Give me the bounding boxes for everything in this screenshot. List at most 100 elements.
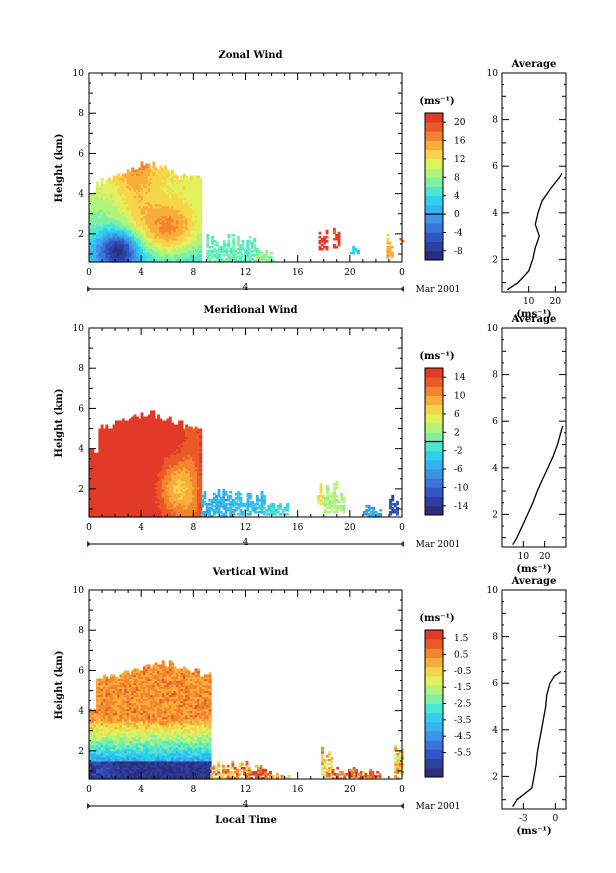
heatmap-cell xyxy=(152,223,156,227)
heatmap-cell xyxy=(131,502,135,506)
heatmap-cell xyxy=(154,223,158,227)
heatmap-cell xyxy=(199,448,203,452)
heatmap-cell xyxy=(100,506,104,510)
heatmap-cell xyxy=(89,466,92,470)
heatmap-cell xyxy=(100,201,104,205)
heatmap-cell xyxy=(112,444,116,448)
heatmap-cell xyxy=(194,464,198,468)
heatmap-cell xyxy=(100,231,104,235)
heatmap-cell xyxy=(159,468,163,472)
heatmap-cell xyxy=(121,201,125,205)
heatmap-cell xyxy=(168,203,172,207)
heatmap-cell xyxy=(185,193,189,197)
heatmap-cell xyxy=(157,452,160,456)
heatmap-cell xyxy=(199,432,203,436)
heatmap-cell xyxy=(222,513,226,516)
heatmap-cell xyxy=(143,201,146,205)
heatmap-cell xyxy=(171,205,175,209)
heatmap-cell xyxy=(150,482,153,486)
heatmap-cell xyxy=(152,424,156,428)
heatmap-cell xyxy=(131,416,135,420)
heatmap-cell xyxy=(150,225,153,229)
heatmap-cell xyxy=(154,500,158,504)
heatmap-cell xyxy=(152,221,156,225)
heatmap-cell xyxy=(112,504,116,508)
heatmap-cell xyxy=(143,233,146,237)
heatmap-cell xyxy=(182,506,186,510)
heatmap-cell xyxy=(126,456,130,460)
heatmap-cell xyxy=(248,235,252,239)
heatmap-cell xyxy=(93,494,97,498)
heatmap-cell xyxy=(173,217,177,221)
heatmap-cell xyxy=(157,245,160,249)
heatmap-cell xyxy=(98,436,102,440)
heatmap-cell xyxy=(206,241,210,245)
heatmap-cell xyxy=(166,239,170,243)
heatmap-cell xyxy=(107,498,111,502)
heatmap-cell xyxy=(133,209,137,213)
heatmap-cell xyxy=(185,201,189,205)
heatmap-cell xyxy=(164,515,167,518)
heatmap-cell xyxy=(154,454,158,458)
heatmap-cell xyxy=(157,472,160,476)
heatmap-cell xyxy=(150,256,153,259)
heatmap-cell xyxy=(206,237,210,241)
heatmap-cell xyxy=(185,452,189,456)
heatmap-cell xyxy=(187,183,191,187)
heatmap-cell xyxy=(189,486,193,490)
heatmap-cell xyxy=(112,458,116,462)
heatmap-cell xyxy=(131,456,135,460)
heatmap-cell xyxy=(157,239,160,243)
heatmap-cell xyxy=(197,233,200,237)
heatmap-cell xyxy=(136,430,139,434)
heatmap-cell xyxy=(164,241,167,245)
heatmap-cell xyxy=(143,223,146,227)
heatmap-cell xyxy=(159,245,163,249)
heatmap-cell xyxy=(133,513,137,516)
heatmap-cell xyxy=(265,251,269,255)
heatmap-cell xyxy=(203,496,207,500)
heatmap-cell xyxy=(117,486,121,490)
heatmap-cell xyxy=(89,500,92,504)
heatmap-cell xyxy=(185,197,189,201)
heatmap-cell xyxy=(239,492,243,496)
heatmap-cell xyxy=(159,215,163,219)
heatmap-cell xyxy=(332,229,336,233)
heatmap-cell xyxy=(126,436,130,440)
heatmap-cell xyxy=(199,438,203,442)
heatmap-cell xyxy=(114,254,118,257)
heatmap-cell xyxy=(173,440,177,444)
heatmap-cell xyxy=(164,193,167,197)
heatmap-cell xyxy=(197,488,200,492)
heatmap-cell xyxy=(178,456,182,460)
heatmap-cell xyxy=(161,260,165,263)
heatmap-cell xyxy=(110,205,113,209)
heatmap-cell xyxy=(138,167,142,171)
heatmap-cell xyxy=(124,237,128,241)
heatmap-cell xyxy=(244,504,248,508)
heatmap-cell xyxy=(140,165,144,169)
heatmap-cell xyxy=(180,452,184,456)
heatmap-cell xyxy=(100,464,104,468)
heatmap-cell xyxy=(180,183,184,187)
heatmap-cell xyxy=(105,181,109,185)
heatmap-cell xyxy=(93,197,97,201)
heatmap-cell xyxy=(192,472,196,476)
heatmap-cell xyxy=(145,494,149,498)
heatmap-cell xyxy=(166,428,170,432)
heatmap-cell xyxy=(117,249,121,253)
heatmap-cell xyxy=(332,245,336,249)
heatmap-cell xyxy=(98,239,102,243)
heatmap-cell xyxy=(175,488,179,492)
heatmap-cell xyxy=(197,468,200,472)
heatmap-cell xyxy=(119,452,123,456)
heatmap-cell xyxy=(136,500,139,504)
heatmap-cell xyxy=(119,254,123,257)
heatmap-cell xyxy=(159,430,163,434)
heatmap-cell xyxy=(150,466,153,470)
heatmap-cell xyxy=(212,498,216,502)
heatmap-cell xyxy=(154,173,158,177)
heatmap-cell xyxy=(112,476,116,480)
heatmap-cell xyxy=(197,494,200,498)
heatmap-cell xyxy=(140,221,144,225)
